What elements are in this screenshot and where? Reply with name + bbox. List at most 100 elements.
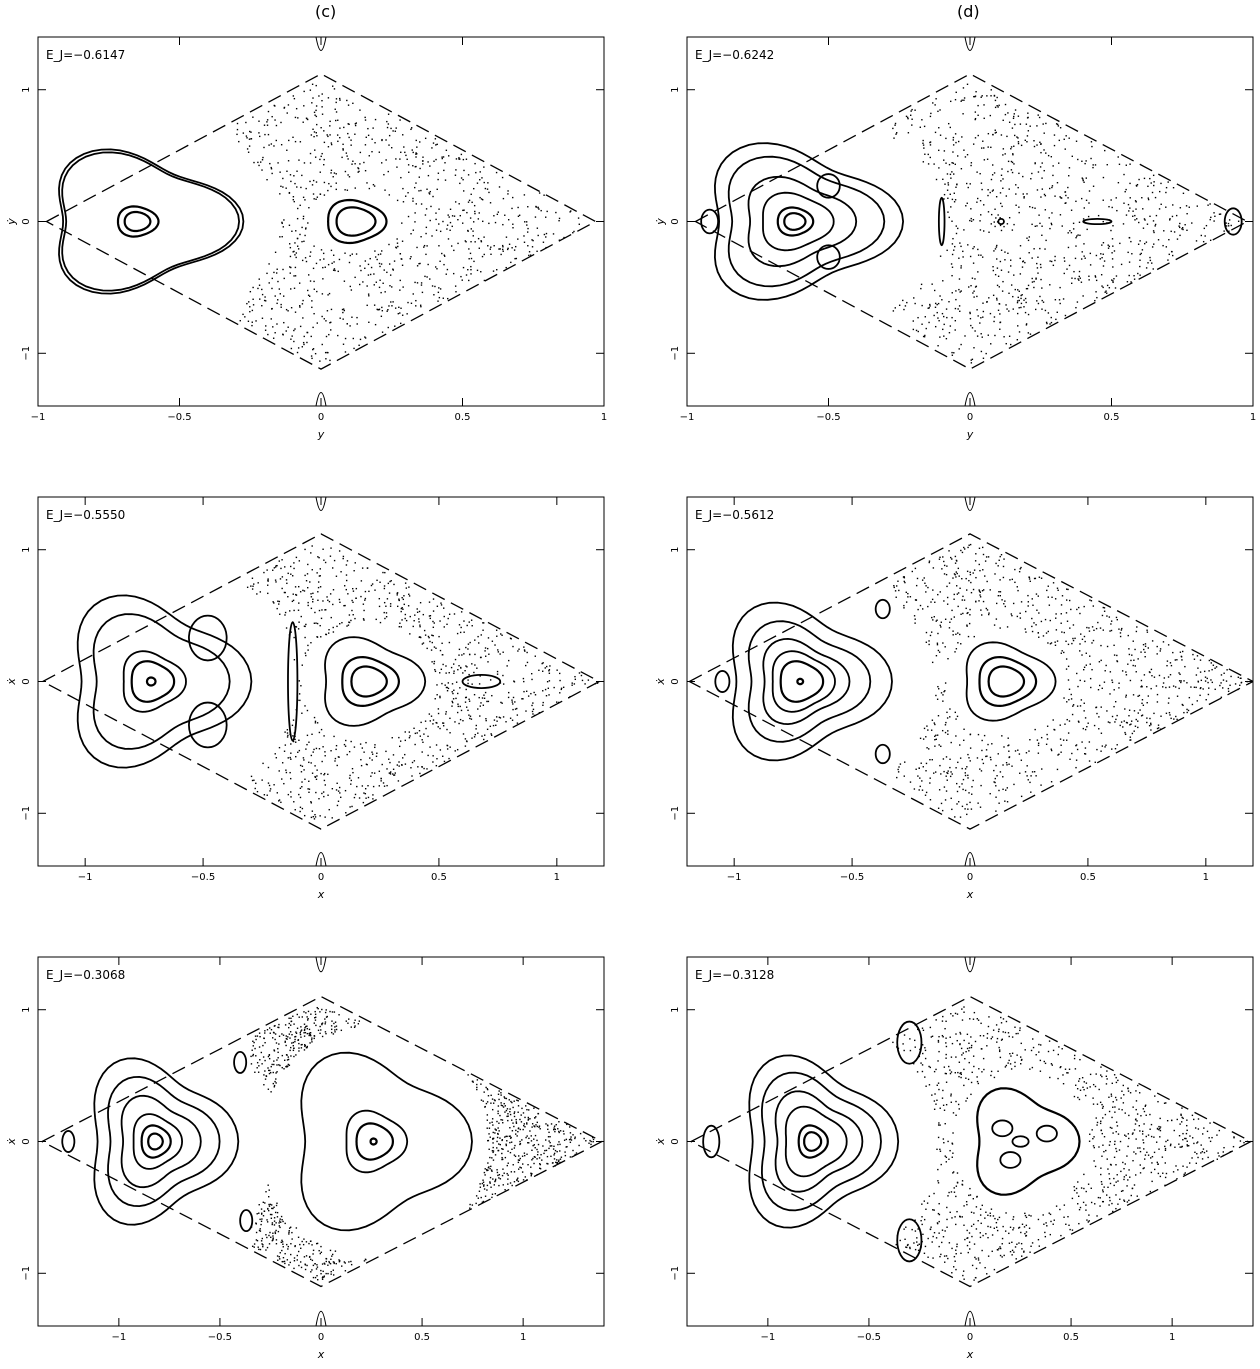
chaos-dot (964, 768, 967, 770)
chaos-dot (295, 1032, 298, 1034)
chaos-dot (1149, 717, 1151, 720)
chaos-dot (946, 249, 948, 252)
chaos-dot (980, 214, 982, 216)
chaos-dot (1013, 134, 1016, 137)
chaos-dot (494, 221, 497, 224)
chaos-dot (276, 323, 278, 325)
chaos-dot (973, 347, 975, 349)
chaos-dot (952, 237, 954, 240)
chaos-dot (1027, 116, 1029, 119)
chaos-dot (391, 286, 393, 288)
chaos-dot (983, 104, 985, 106)
chaos-dot (316, 775, 318, 777)
chaos-dot (555, 1123, 557, 1126)
chaos-dot (467, 643, 470, 645)
chaos-dot (258, 278, 260, 280)
chaos-dot (1019, 123, 1022, 125)
chaos-dot (949, 708, 951, 710)
chaos-dot (310, 335, 312, 338)
chaos-dot (519, 1128, 521, 1131)
chaos-dot (387, 309, 389, 311)
chaos-dot (892, 310, 895, 312)
chaos-dot (963, 1039, 965, 1042)
chaos-dot (1214, 667, 1216, 669)
chaos-dot (317, 581, 320, 583)
chaos-dot (974, 286, 977, 288)
chaos-dot (965, 607, 967, 610)
chaos-dot (945, 756, 948, 758)
chaos-dot (330, 329, 332, 331)
chaos-dot (979, 322, 981, 324)
chaos-dot (298, 680, 301, 682)
chaos-dot (314, 611, 316, 614)
chaos-dot (509, 1182, 512, 1184)
chaos-dot (1047, 1050, 1050, 1053)
chaos-dot (479, 715, 481, 717)
chaos-dot (486, 728, 489, 731)
chaos-dot (416, 146, 418, 148)
chaos-dot (972, 143, 975, 145)
chaos-dot (298, 1050, 300, 1052)
chaos-dot (999, 1246, 1001, 1248)
chaos-dot (1220, 682, 1222, 684)
chaos-dot (1128, 653, 1131, 656)
chaos-dot (1168, 238, 1170, 241)
chaos-dot (956, 803, 958, 805)
chaos-dot (929, 777, 931, 779)
chaos-dot (915, 768, 917, 770)
chaos-dot (975, 600, 977, 603)
chaos-dot (292, 575, 294, 577)
chaos-dot (276, 302, 278, 305)
chaos-dot (371, 772, 373, 774)
chaos-dot (274, 251, 277, 254)
chaos-dot (545, 246, 547, 249)
chaos-dot (503, 1096, 505, 1098)
chaos-dot (423, 629, 426, 632)
chaos-dot (269, 1069, 271, 1072)
chaos-dot (980, 333, 982, 335)
chaos-dot (1158, 674, 1161, 677)
chaos-dot (403, 146, 405, 148)
chaos-dot (1071, 155, 1073, 158)
chaos-dot (272, 1031, 275, 1034)
chaos-dot (534, 1117, 536, 1119)
chaos-dot (481, 255, 484, 258)
chaos-dot (526, 1123, 528, 1125)
chaos-dot (306, 734, 309, 737)
y-tick-label: −1 (21, 806, 32, 821)
chaos-dot (495, 171, 498, 174)
chaos-dot (469, 217, 472, 219)
chaos-dot (550, 1123, 553, 1125)
chaos-dot (944, 1027, 946, 1030)
chaos-dot (522, 698, 524, 700)
chaos-dot (311, 306, 313, 309)
chaos-dot (506, 248, 509, 251)
chaos-dot (1069, 627, 1071, 629)
chaos-dot (298, 1042, 300, 1045)
chaos-dot (421, 643, 424, 645)
chaos-dot (259, 161, 262, 163)
chaos-dot (542, 1145, 544, 1147)
chaos-dot (288, 1026, 290, 1029)
chaos-dot (973, 569, 976, 571)
chaos-dot (294, 266, 297, 269)
chaos-dot (921, 789, 924, 791)
chaos-dot (498, 1098, 500, 1101)
chaos-dot (400, 176, 402, 179)
chaos-dot (968, 622, 971, 625)
chaos-dot (1154, 196, 1157, 199)
chaos-dot (398, 598, 400, 600)
chaos-dot (364, 792, 367, 795)
chaos-dot (350, 1263, 353, 1266)
chaos-dot (287, 1245, 290, 1248)
chaos-dot (518, 1155, 520, 1157)
chaos-dot (329, 593, 332, 595)
chaos-dot (390, 771, 392, 773)
chaos-dot (559, 1130, 562, 1132)
chaos-dot (1225, 680, 1228, 682)
chaos-dot (416, 611, 419, 613)
chaos-dot (1173, 718, 1175, 720)
chaos-dot (480, 198, 483, 200)
chaos-dot (262, 1244, 264, 1246)
chaos-dot (300, 615, 302, 618)
